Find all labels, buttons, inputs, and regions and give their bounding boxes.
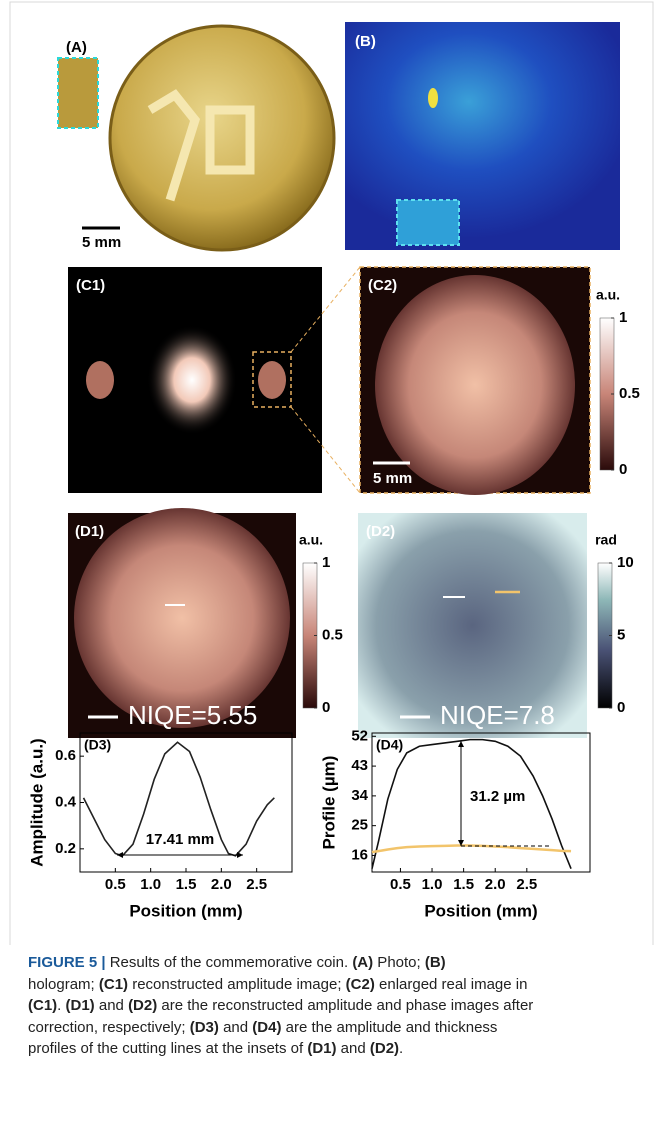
caption-text: are the amplitude and thickness <box>281 1019 497 1036</box>
x-tick-label: 1.5 <box>176 876 197 893</box>
colorbar-tick-label: 0 <box>322 699 330 716</box>
caption-text: (A) <box>352 954 373 971</box>
inset <box>58 58 98 128</box>
page: (A) 5 mm (B) (C1) (C2) 5 mm (D1) NIQE=5.… <box>0 0 663 1128</box>
caption-text: (C1) <box>99 976 128 993</box>
caption-text: (D2) <box>370 1040 399 1057</box>
x-tick-label: 2.5 <box>246 876 267 893</box>
x-tick-label: 2.0 <box>485 876 506 893</box>
caption-line: profiles of the cutting lines at the ins… <box>28 1038 648 1060</box>
y-axis-title: Profile (µm) <box>319 756 338 850</box>
caption-text: (D1) <box>66 997 95 1014</box>
y-tick-label: 25 <box>351 817 368 834</box>
caption-text: (D3) <box>190 1019 219 1036</box>
x-tick-label: 2.5 <box>516 876 537 893</box>
x-tick-label: 2.0 <box>211 876 232 893</box>
coin-amplitude <box>74 508 290 728</box>
caption-text: enlarged real image in <box>375 976 528 993</box>
x-axis-title: Position (mm) <box>424 901 537 920</box>
y-tick-label: 0.2 <box>55 840 76 857</box>
caption-text: and <box>95 997 128 1014</box>
x-tick-label: 1.0 <box>422 876 443 893</box>
panel-label: (A) <box>66 39 87 56</box>
panel-label: (D3) <box>84 737 111 753</box>
metric: NIQE=7.8 <box>440 700 555 730</box>
caption-text: (C1) <box>28 997 57 1014</box>
coin-photo <box>110 26 334 250</box>
panel-label: (C1) <box>76 277 105 294</box>
caption-text: (B) <box>425 954 446 971</box>
colorbar-tick-label: 0 <box>619 461 627 478</box>
colorbar-tick-label: 5 <box>617 626 625 643</box>
colorbar-tick-label: 0.5 <box>619 385 640 402</box>
panel-label: (D2) <box>366 523 395 540</box>
caption-text: hologram; <box>28 976 99 993</box>
caption-text: Results of the commemorative coin. <box>110 954 353 971</box>
caption-text: and <box>337 1040 370 1057</box>
colorbar-title: rad <box>595 532 617 548</box>
y-tick-label: 16 <box>351 846 368 863</box>
line-series <box>372 846 571 853</box>
caption-text: profiles of the cutting lines at the ins… <box>28 1040 307 1057</box>
caption-text: Photo; <box>373 954 425 971</box>
caption-text: FIGURE 5 | <box>28 954 110 971</box>
caption-text: are the reconstructed amplitude and phas… <box>157 997 533 1014</box>
caption-text: (C2) <box>346 976 375 993</box>
panel-label: (C2) <box>368 277 397 294</box>
x-tick-label: 1.0 <box>140 876 161 893</box>
caption-line: correction, respectively; (D3) and (D4) … <box>28 1017 648 1039</box>
y-tick-label: 52 <box>351 727 368 744</box>
colorbar-tick-label: 1 <box>322 554 330 571</box>
figure: (A) 5 mm (B) (C1) (C2) 5 mm (D1) NIQE=5.… <box>0 0 663 945</box>
zero-order <box>147 325 237 435</box>
y-tick-label: 34 <box>351 787 368 804</box>
y-tick-label: 0.4 <box>55 793 77 810</box>
caption-text: (D2) <box>128 997 157 1014</box>
caption-text: and <box>219 1019 252 1036</box>
caption-text: . <box>57 997 65 1014</box>
colorbar-tick-label: 1 <box>619 309 627 326</box>
inset <box>397 200 459 245</box>
colorbar-title: a.u. <box>299 532 323 548</box>
panel-label: (D4) <box>376 737 403 753</box>
plot-frame <box>80 733 292 872</box>
panel-label: (D1) <box>75 523 104 540</box>
metric: NIQE=5.55 <box>128 700 257 730</box>
caption-text: reconstructed amplitude image; <box>128 976 346 993</box>
annotation: 31.2 µm <box>470 788 525 805</box>
x-tick-label: 1.5 <box>453 876 474 893</box>
panel-label: (B) <box>355 33 376 50</box>
caption-text: (D4) <box>252 1019 281 1036</box>
real-image <box>258 361 286 399</box>
caption-text: (D1) <box>307 1040 336 1057</box>
scale-label: 5 mm <box>82 234 121 251</box>
scale-label: 5 mm <box>373 470 412 487</box>
colorbar-tick-label: 10 <box>617 554 634 571</box>
colorbar-title: a.u. <box>596 287 620 303</box>
hologram <box>345 22 620 250</box>
caption-line: (C1). (D1) and (D2) are the reconstructe… <box>28 995 648 1017</box>
colorbar-tick-label: 0 <box>617 699 625 716</box>
caption-line: FIGURE 5 | Results of the commemorative … <box>28 952 648 974</box>
hologram-spot <box>428 88 438 108</box>
caption-text: . <box>399 1040 403 1057</box>
twin-image <box>86 361 114 399</box>
y-tick-label: 0.6 <box>55 747 76 764</box>
x-tick-label: 0.5 <box>390 876 411 893</box>
caption-text: correction, respectively; <box>28 1019 190 1036</box>
y-axis-title: Amplitude (a.u.) <box>27 738 46 866</box>
annotation: 17.41 mm <box>146 831 214 848</box>
x-axis-title: Position (mm) <box>129 901 242 920</box>
caption: FIGURE 5 | Results of the commemorative … <box>28 952 648 1060</box>
colorbar-tick-label: 0.5 <box>322 626 343 643</box>
x-tick-label: 0.5 <box>105 876 126 893</box>
caption-line: hologram; (C1) reconstructed amplitude i… <box>28 974 648 996</box>
y-tick-label: 43 <box>351 757 368 774</box>
